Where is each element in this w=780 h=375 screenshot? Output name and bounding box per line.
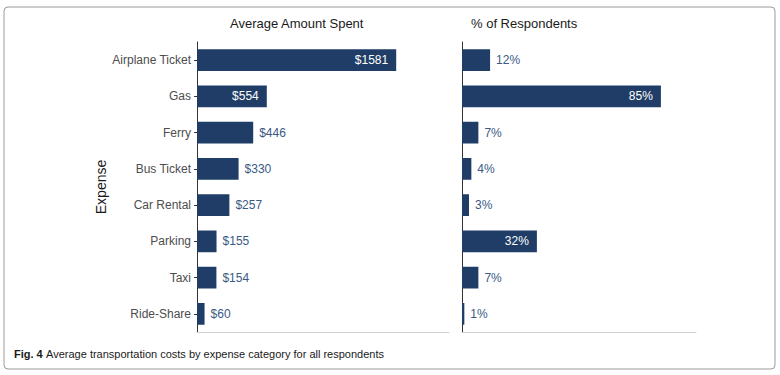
- svg-text:Parking: Parking: [150, 234, 191, 248]
- svg-text:85%: 85%: [629, 89, 653, 103]
- svg-text:Taxi: Taxi: [170, 271, 191, 285]
- svg-text:7%: 7%: [484, 271, 502, 285]
- svg-text:$257: $257: [235, 198, 262, 212]
- svg-text:1%: 1%: [470, 307, 488, 321]
- svg-text:Airplane Ticket: Airplane Ticket: [112, 53, 191, 67]
- svg-text:% of Respondents: % of Respondents: [471, 16, 578, 31]
- svg-text:Bus Ticket: Bus Ticket: [136, 162, 192, 176]
- svg-text:Gas: Gas: [169, 89, 191, 103]
- svg-text:4%: 4%: [477, 162, 495, 176]
- svg-text:Average transportation costs b: Average transportation costs by expense …: [46, 348, 384, 360]
- svg-text:$60: $60: [211, 307, 231, 321]
- svg-text:Average Amount Spent: Average Amount Spent: [230, 16, 364, 31]
- svg-text:$330: $330: [245, 162, 272, 176]
- svg-text:Expense: Expense: [93, 160, 109, 215]
- svg-text:$554: $554: [232, 89, 259, 103]
- svg-text:3%: 3%: [475, 198, 493, 212]
- svg-text:Ride-Share: Ride-Share: [130, 307, 191, 321]
- svg-text:Ferry: Ferry: [163, 126, 191, 140]
- svg-text:12%: 12%: [496, 53, 520, 67]
- svg-text:32%: 32%: [505, 234, 529, 248]
- svg-text:$155: $155: [223, 234, 250, 248]
- svg-text:$446: $446: [259, 126, 286, 140]
- svg-text:Fig. 4: Fig. 4: [14, 348, 44, 360]
- svg-text:$1581: $1581: [355, 53, 389, 67]
- svg-text:$154: $154: [222, 271, 249, 285]
- svg-text:Car Rental: Car Rental: [134, 198, 191, 212]
- svg-text:7%: 7%: [484, 126, 502, 140]
